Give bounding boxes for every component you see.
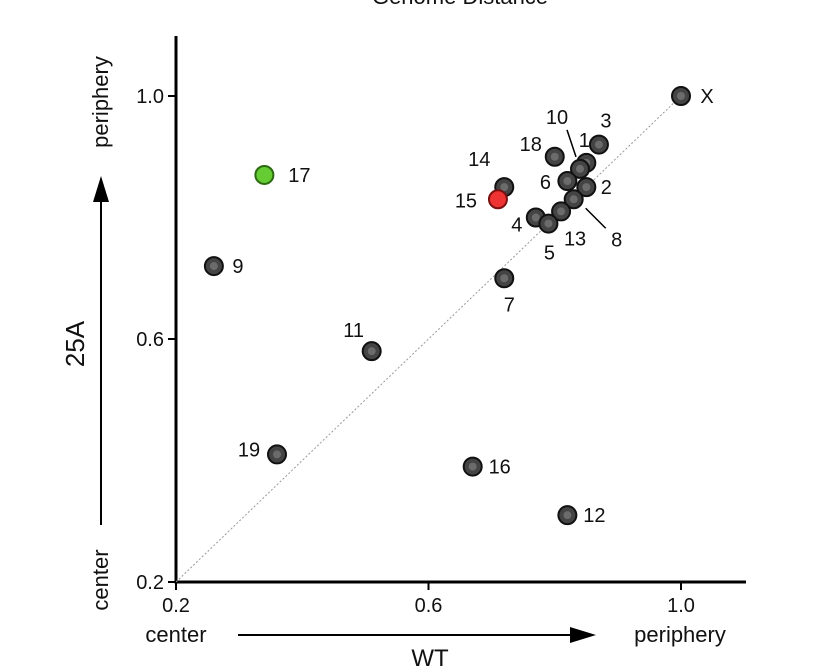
diagonal-line [175,95,682,583]
data-point-core-7 [500,274,509,283]
point-label-14: 14 [468,149,490,171]
data-points [203,86,691,526]
data-point-core-11 [367,347,376,356]
point-label-10: 10 [546,107,568,129]
leader-line-8 [585,207,607,229]
point-label-2: 2 [601,177,612,199]
ticks: 0.2 0.6 1.0 0.2 0.6 1.0 [136,86,695,617]
point-label-4: 4 [511,215,522,237]
point-label-x: X [700,86,713,108]
data-point-x [671,86,691,106]
data-point-19 [267,444,287,465]
data-point-5 [538,213,559,234]
axes [174,36,746,584]
point-label-19: 19 [238,439,260,461]
data-point-2 [576,177,597,198]
data-point-core-2 [582,183,591,192]
data-point-core-x [677,92,685,100]
point-label-1: 1 [579,130,590,152]
data-point-3 [588,134,609,155]
data-point-17 [254,164,275,185]
point-label-11: 11 [343,320,364,342]
leader-line-10 [566,129,577,158]
x-axis-arrow-head [570,627,596,643]
y-axis-low-label: center [88,549,113,610]
x-axis-low-label: center [145,622,206,647]
point-label-5: 5 [544,243,555,265]
data-point-11 [361,341,382,362]
data-point-core-4 [531,213,540,222]
data-point-7 [494,268,515,289]
x-tick-label: 0.6 [415,595,443,617]
point-label-17: 17 [288,165,310,187]
point-label-3: 3 [600,111,611,133]
y-axis-arrow-head [93,176,109,202]
data-point-core-8 [569,195,578,204]
data-point-18 [544,146,565,167]
data-point-marker-15 [487,189,508,210]
data-point-core-14 [500,183,509,192]
point-label-6: 6 [540,172,551,194]
data-point-core-18 [550,152,559,161]
data-point-core-5 [544,219,553,228]
data-point-13 [551,201,572,222]
y-axis-high-label: periphery [88,56,113,148]
x-tick-label: 1.0 [667,595,695,617]
y-tick-label: 0.2 [136,572,164,594]
data-point-8 [563,189,584,210]
data-point-12 [557,505,578,526]
data-point-core-12 [563,511,572,520]
data-point-marker-17 [254,164,275,185]
data-point-core-16 [468,462,477,471]
point-label-9: 9 [232,256,243,278]
point-label-8: 8 [611,229,622,251]
data-point-core-9 [209,262,218,271]
y-tick-label: 1.0 [136,86,164,108]
x-axis-high-label: periphery [634,622,726,647]
point-label-12: 12 [583,505,605,527]
x-tick-label: 0.2 [162,595,190,617]
data-point-core-6 [563,177,572,186]
diagonal-line-group [175,95,682,583]
y-tick-label: 0.6 [136,329,164,351]
point-label-13: 13 [564,228,586,250]
data-point-10 [570,158,590,179]
point-label-18: 18 [520,134,542,156]
data-point-core-13 [557,207,566,216]
point-label-16: 16 [489,457,511,479]
data-point-15 [487,189,508,210]
data-point-core-3 [594,140,603,149]
y-axis-title: 25A [60,320,90,367]
data-point-16 [462,456,483,477]
point-label-15: 15 [455,190,477,212]
point-label-7: 7 [504,294,515,316]
data-point-6 [557,171,578,192]
chart-title: Genome Distance [372,0,548,9]
data-point-core-10 [576,164,584,173]
x-axis-title: WT [411,645,449,669]
data-point-9 [203,256,224,277]
data-point-core-19 [273,450,281,459]
